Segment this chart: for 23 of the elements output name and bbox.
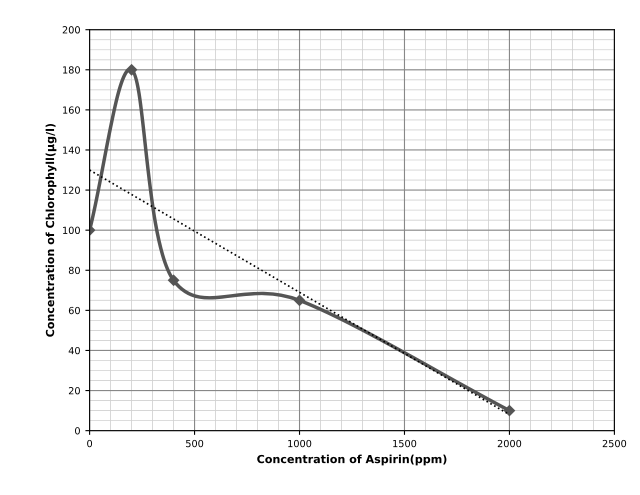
y-tick-label: 40: [68, 346, 80, 354]
point: [168, 274, 180, 286]
y-tick-label: 200: [62, 26, 80, 34]
y-tick-label: 100: [63, 226, 80, 234]
x-tick-label: 0: [87, 440, 92, 448]
y-tick-label: 120: [63, 186, 80, 194]
y-axis-title: Concentration of Chlorophyll(µg/l): [46, 124, 56, 337]
y-tick-label: 180: [63, 66, 80, 74]
x-tick-label: 1000: [288, 440, 312, 448]
y-tick-label: 60: [68, 306, 80, 314]
x-tick-label: 1500: [393, 440, 416, 448]
x-tick-label: 2500: [602, 440, 626, 448]
y-tick-label: 160: [63, 106, 80, 114]
point: [504, 404, 516, 416]
y-tick-label: 20: [68, 387, 80, 394]
point: [294, 294, 306, 306]
y-tick-label: 80: [68, 266, 80, 274]
x-axis-title: Concentration of Aspirin(ppm): [257, 454, 446, 466]
point: [126, 64, 138, 76]
y-tick-label: 0: [75, 427, 80, 434]
x-tick-label: 500: [186, 440, 204, 448]
y-tick-label: 140: [63, 146, 80, 154]
x-tick-label: 2000: [498, 440, 522, 448]
